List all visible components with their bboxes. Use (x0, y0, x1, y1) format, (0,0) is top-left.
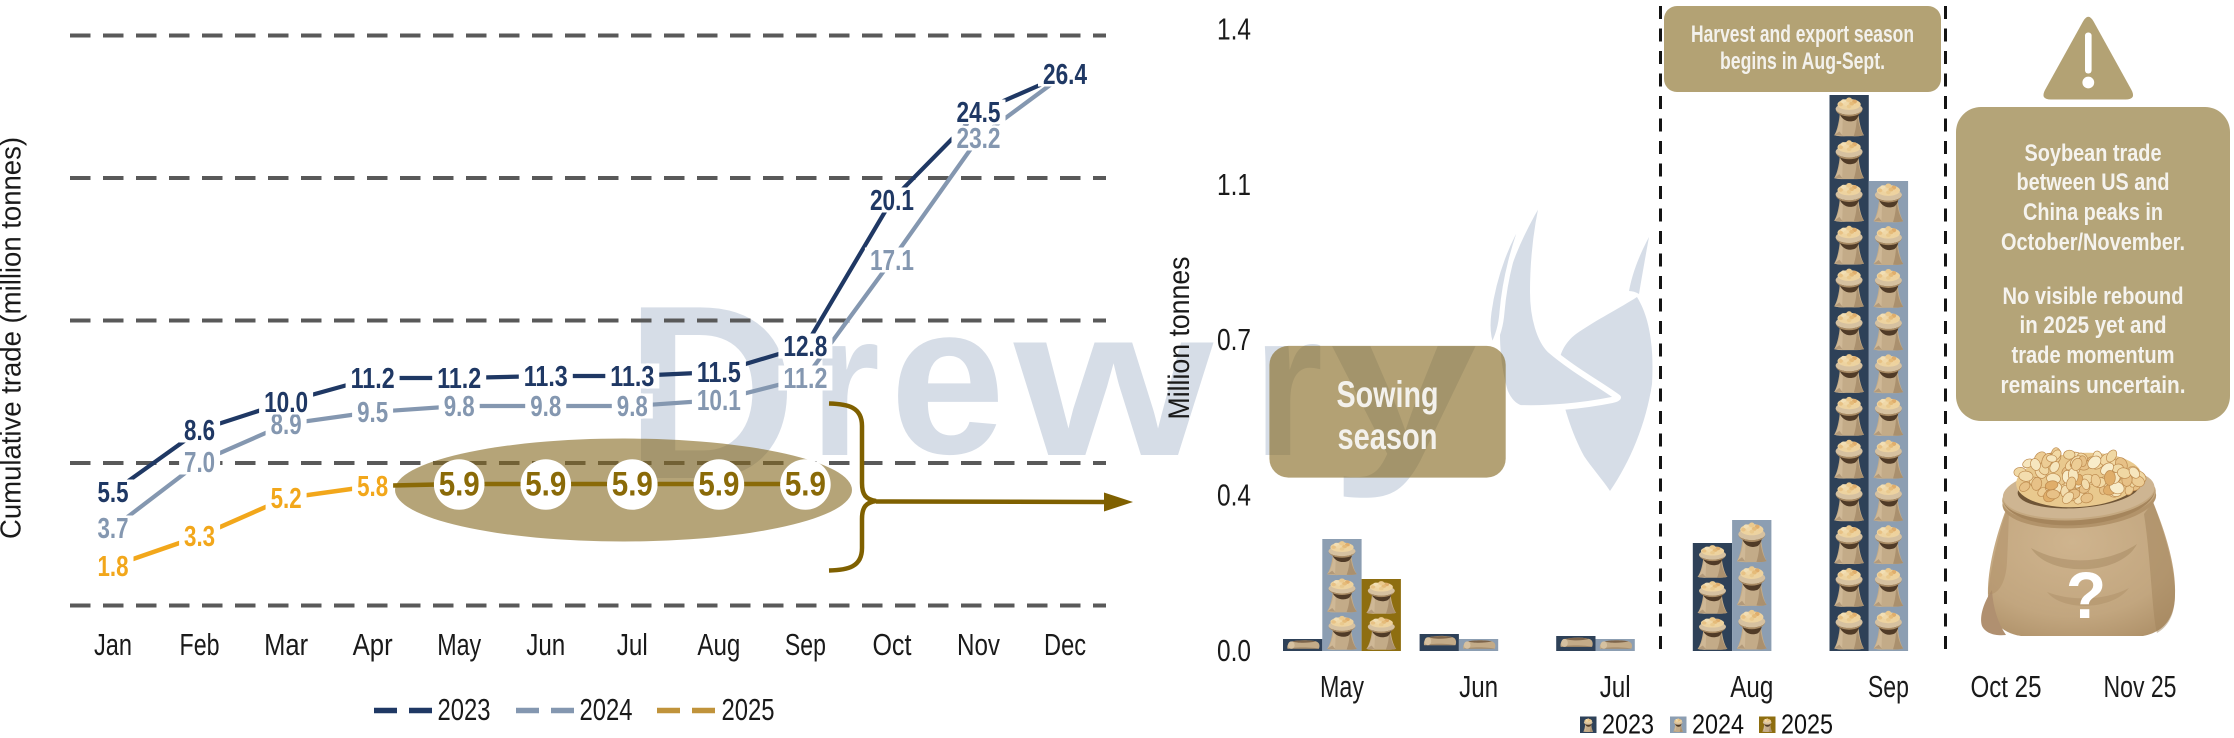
svg-text:Mar: Mar (264, 627, 308, 662)
svg-text:24.5: 24.5 (957, 97, 1001, 129)
svg-text:Soybean trade: Soybean trade (2025, 140, 2162, 167)
svg-text:Dec: Dec (1044, 627, 1086, 662)
svg-text:season: season (1338, 416, 1438, 457)
svg-text:May: May (1320, 669, 1364, 704)
svg-text:China peaks in: China peaks in (2023, 199, 2163, 226)
svg-text:2024: 2024 (1692, 709, 1744, 738)
svg-text:5.9: 5.9 (698, 466, 739, 504)
svg-text:11.2: 11.2 (351, 363, 395, 395)
svg-text:Sep: Sep (785, 627, 826, 662)
svg-text:11.5: 11.5 (697, 357, 741, 389)
svg-text:12.8: 12.8 (783, 331, 827, 363)
svg-text:Jan: Jan (94, 627, 132, 662)
svg-text:11.2: 11.2 (783, 363, 827, 395)
svg-text:3.3: 3.3 (184, 521, 215, 553)
svg-text:5.8: 5.8 (357, 471, 388, 503)
svg-text:in 2025 yet and: in 2025 yet and (2020, 312, 2167, 339)
svg-text:5.9: 5.9 (525, 466, 566, 504)
svg-text:Jun: Jun (1459, 669, 1498, 704)
svg-text:2024: 2024 (580, 692, 633, 727)
svg-text:trade momentum: trade momentum (2012, 342, 2175, 369)
svg-text:10.0: 10.0 (264, 387, 308, 419)
svg-text:5.9: 5.9 (439, 466, 480, 504)
svg-text:9.8: 9.8 (530, 391, 561, 423)
svg-text:0.7: 0.7 (1217, 322, 1251, 357)
svg-text:9.5: 9.5 (357, 397, 388, 429)
svg-text:remains uncertain.: remains uncertain. (2001, 372, 2186, 399)
svg-text:7.0: 7.0 (184, 447, 215, 479)
svg-text:Oct: Oct (872, 627, 911, 662)
svg-text:11.3: 11.3 (524, 361, 568, 393)
svg-text:0.0: 0.0 (1217, 633, 1251, 668)
svg-text:5.9: 5.9 (612, 466, 653, 504)
svg-text:9.8: 9.8 (617, 391, 648, 423)
svg-text:Jul: Jul (1600, 669, 1631, 704)
svg-text:Oct 25: Oct 25 (1971, 669, 2042, 704)
svg-text:1.8: 1.8 (98, 551, 129, 583)
svg-text:Sep: Sep (1868, 669, 1909, 704)
svg-text:Nov: Nov (957, 627, 1000, 662)
svg-text:1.4: 1.4 (1217, 11, 1251, 46)
svg-text:Aug: Aug (1730, 669, 1773, 704)
svg-text:Jun: Jun (526, 627, 565, 662)
svg-text:20.1: 20.1 (870, 185, 914, 217)
svg-text:October/November.: October/November. (2001, 229, 2185, 256)
svg-text:May: May (437, 627, 481, 662)
svg-text:Harvest and export season: Harvest and export season (1691, 21, 1914, 48)
svg-text:0.4: 0.4 (1217, 478, 1251, 513)
svg-text:5.9: 5.9 (785, 466, 826, 504)
svg-text:Sowing: Sowing (1337, 374, 1439, 415)
svg-text:2025: 2025 (722, 692, 775, 727)
svg-text:2025: 2025 (1781, 709, 1833, 738)
svg-text:11.3: 11.3 (610, 361, 654, 393)
svg-text:5.5: 5.5 (98, 477, 129, 509)
svg-text:Feb: Feb (180, 627, 220, 662)
svg-text:Jul: Jul (617, 627, 648, 662)
svg-text:Million tonnes: Million tonnes (1163, 257, 1196, 420)
svg-text:17.1: 17.1 (870, 245, 914, 277)
svg-text:?: ? (2066, 558, 2106, 632)
svg-text:2023: 2023 (438, 692, 491, 727)
svg-text:26.4: 26.4 (1043, 59, 1087, 91)
svg-text:begins in Aug-Sept.: begins in Aug-Sept. (1720, 48, 1885, 75)
svg-text:23.2: 23.2 (957, 123, 1001, 155)
svg-text:3.7: 3.7 (98, 513, 129, 545)
svg-text:Aug: Aug (697, 627, 740, 662)
svg-text:10.1: 10.1 (697, 385, 741, 417)
svg-text:8.6: 8.6 (184, 415, 215, 447)
svg-text:5.2: 5.2 (271, 483, 302, 515)
svg-text:1.1: 1.1 (1217, 167, 1251, 202)
svg-text:Apr: Apr (353, 627, 393, 662)
svg-text:Nov 25: Nov 25 (2104, 669, 2177, 704)
svg-text:between US and: between US and (2017, 169, 2170, 196)
svg-text:No visible rebound: No visible rebound (2003, 283, 2184, 310)
svg-text:2023: 2023 (1602, 709, 1654, 738)
svg-text:e: e (890, 258, 1005, 499)
svg-text:9.8: 9.8 (444, 391, 475, 423)
svg-text:11.2: 11.2 (437, 363, 481, 395)
svg-text:Cumulative trade (million tonn: Cumulative trade (million tonnes) (0, 137, 28, 539)
